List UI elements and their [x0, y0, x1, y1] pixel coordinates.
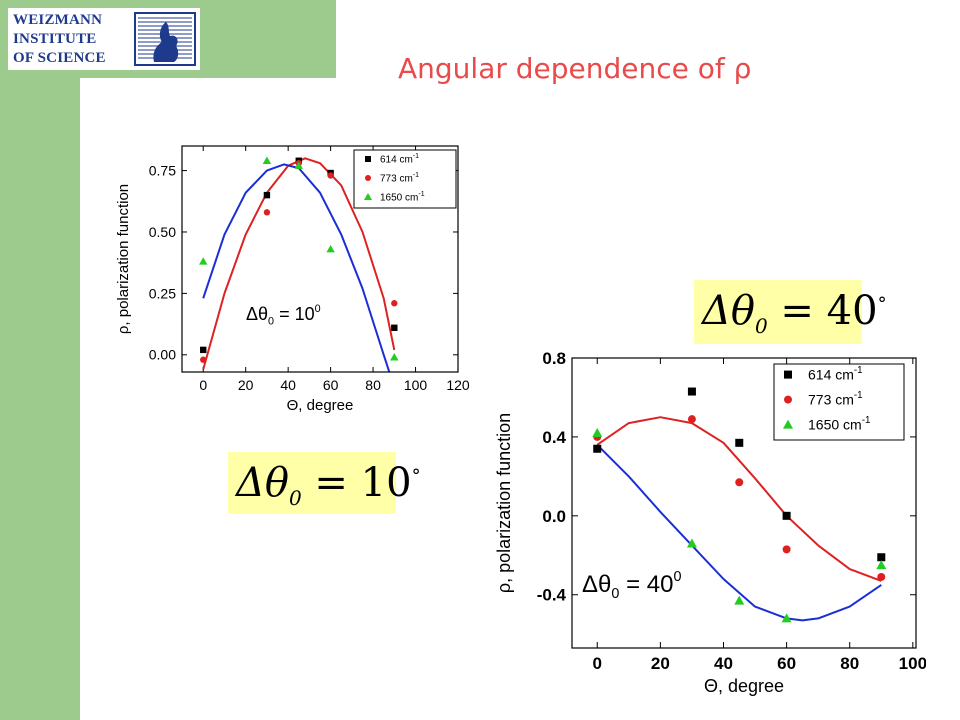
point-triangle — [294, 161, 303, 169]
fit-line-blue — [596, 444, 882, 622]
eq-lhs: Δθ — [236, 460, 289, 506]
legend-marker-square — [784, 370, 792, 379]
data-points — [199, 156, 399, 363]
x-tick-label: 20 — [238, 377, 254, 393]
annotation-delta-theta: Δθ0 = 400 — [582, 569, 681, 602]
point-square — [782, 511, 791, 520]
eq-sign: = — [780, 288, 814, 334]
point-square — [391, 324, 398, 331]
point-circle — [877, 572, 886, 581]
x-tick-label: 20 — [651, 654, 670, 673]
legend-marker-triangle — [364, 193, 372, 200]
x-axis-label: Θ, degree — [704, 676, 784, 696]
corner-curve — [80, 78, 136, 134]
point-triangle — [592, 427, 603, 437]
weizmann-logo: WEIZMANN INSTITUTE OF SCIENCE — [8, 8, 200, 70]
y-tick-label: 0.25 — [149, 285, 176, 301]
point-square — [200, 346, 207, 354]
eq-value: 10 — [360, 460, 412, 506]
x-axis-label: Θ, degree — [287, 397, 354, 414]
fit-line-red — [596, 416, 882, 582]
x-tick-label: 100 — [404, 377, 428, 393]
plot-frame — [571, 357, 917, 649]
point-square — [593, 444, 602, 453]
y-tick-label: 0.4 — [542, 428, 566, 447]
x-tick-label: 40 — [714, 654, 733, 673]
point-circle — [391, 300, 398, 307]
point-triangle — [199, 257, 208, 265]
logo-line-1: WEIZMANN — [13, 12, 103, 28]
y-tick-label: 0.8 — [542, 349, 566, 368]
logo-line-2: INSTITUTE — [13, 31, 97, 47]
x-tick-label: 0 — [593, 654, 602, 673]
eq-sign: = — [314, 460, 348, 506]
data-points — [592, 387, 887, 623]
fit-lines — [596, 416, 882, 622]
y-tick-label: 0.50 — [149, 224, 176, 240]
chart-delta-10: 0 20 40 60 80 100 120 0.00 0.25 0.50 0.75 614 cm-1 7… — [115, 145, 470, 414]
eq-sub: 0 — [754, 314, 768, 338]
point-circle — [735, 478, 744, 487]
y-tick-label: 0.0 — [542, 507, 566, 526]
eq-sub: 0 — [288, 486, 302, 510]
point-circle — [782, 545, 791, 554]
logo-emblem-icon — [134, 12, 196, 66]
logo-text: WEIZMANN INSTITUTE OF SCIENCE — [13, 11, 106, 68]
eq-value: 40 — [826, 288, 878, 334]
x-tick-label: 80 — [365, 377, 381, 393]
y-tick-label: 0.00 — [149, 347, 176, 363]
eq-degree: ° — [877, 293, 887, 315]
y-tick-label: -0.4 — [537, 586, 567, 605]
point-triangle — [686, 538, 697, 548]
legend-marker-circle — [784, 395, 792, 404]
x-tick-label: 40 — [280, 377, 296, 393]
point-triangle — [262, 156, 272, 164]
point-triangle — [390, 353, 399, 361]
logo-line-3: OF SCIENCE — [13, 50, 106, 66]
y-axis-label: ρ, polarization function — [115, 184, 132, 334]
x-tick-label: 60 — [323, 377, 339, 393]
legend-label: 1650 cm-1 — [808, 415, 870, 432]
legend-marker-square — [365, 156, 371, 162]
x-tick-label: 120 — [446, 377, 470, 393]
eq-degree: ° — [411, 465, 421, 487]
x-tick-label: 100 — [899, 654, 926, 673]
legend-label: 773 cm-1 — [808, 390, 863, 407]
x-tick-label: 0 — [199, 377, 207, 393]
x-tick-label: 60 — [777, 654, 796, 673]
legend-label: 773 cm-1 — [380, 172, 419, 185]
point-triangle — [326, 244, 335, 253]
point-circle — [200, 356, 207, 363]
point-circle — [687, 415, 696, 424]
legend-marker-triangle — [783, 419, 793, 429]
legend-label: 614 cm-1 — [380, 153, 419, 166]
y-tick-label: 0.75 — [149, 162, 176, 178]
legend: 614 cm-1 773 cm-1 1650 cm-1 — [773, 363, 905, 441]
legend-label: 1650 cm-1 — [380, 191, 425, 204]
equation-delta-40: Δθ0 = 40° — [694, 280, 887, 344]
x-tick-label: 80 — [840, 654, 859, 673]
page-title: Angular dependence of ρ — [398, 52, 752, 85]
legend: 614 cm-1 773 cm-1 1650 cm-1 — [353, 149, 457, 209]
y-axis-label: ρ, polarization function — [494, 413, 514, 593]
plot-frame — [181, 145, 459, 373]
point-triangle — [876, 560, 887, 570]
legend-box — [773, 363, 905, 441]
point-triangle — [734, 595, 745, 605]
annotation-delta-theta: Δθ0 = 100 — [246, 303, 321, 328]
equation-delta-10: Δθ0 = 10° — [228, 452, 421, 514]
point-square — [877, 553, 886, 562]
sidebar-band — [0, 0, 80, 720]
point-square — [735, 438, 744, 447]
point-square — [263, 191, 271, 199]
fit-line-red — [202, 157, 396, 370]
eq-lhs: Δθ — [702, 288, 755, 334]
point-square — [687, 387, 696, 396]
point-circle — [263, 209, 271, 216]
chart-delta-40: 0 20 40 60 80 100 -0.4 0.0 0.4 0.8 614 cm-1 773 cm-… — [494, 349, 926, 696]
legend-marker-circle — [365, 175, 371, 181]
point-triangle — [781, 613, 792, 623]
legend-label: 614 cm-1 — [808, 365, 863, 382]
point-circle — [327, 172, 334, 179]
